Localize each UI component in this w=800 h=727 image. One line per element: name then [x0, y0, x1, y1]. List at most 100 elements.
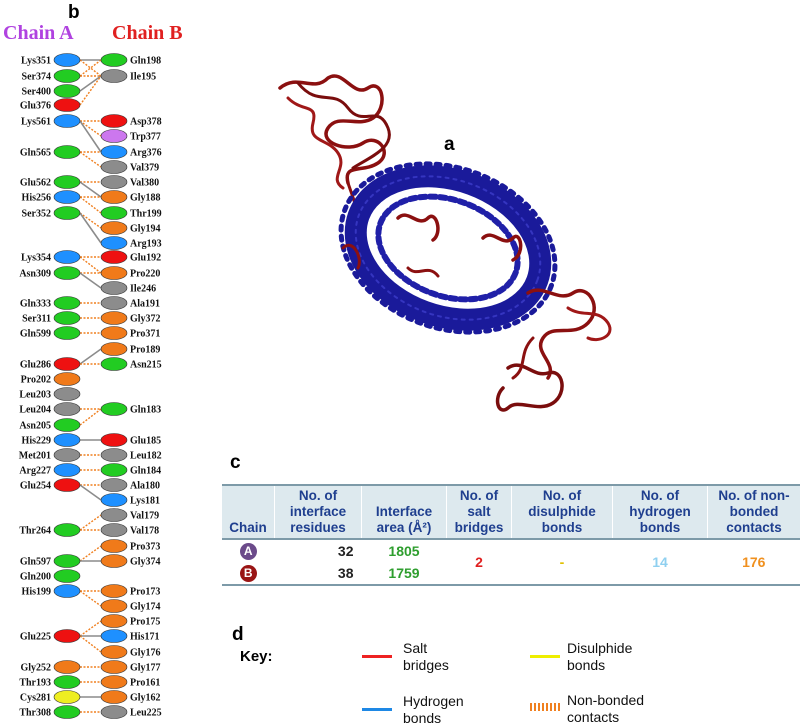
interaction-link: [80, 485, 101, 500]
nonbonded-key-line: [530, 703, 560, 711]
residue-node-b: [101, 237, 127, 250]
residue-label-a: Ser311: [22, 314, 51, 325]
residue-label-a: Gln597: [20, 557, 51, 568]
residue-node-b: [101, 646, 127, 659]
residue-label-a: Glu286: [20, 360, 51, 371]
residue-node-a: [54, 585, 80, 598]
residue-label-a: Thr264: [19, 526, 51, 537]
residue-label-a: His199: [22, 587, 51, 598]
residue-label-b: Gln183: [130, 405, 161, 416]
residue-node-a: [54, 191, 80, 204]
residue-node-b: [101, 630, 127, 643]
residue-label-a: Gln565: [20, 148, 51, 159]
residue-node-b: [101, 146, 127, 159]
residue-label-b: Lys181: [130, 496, 160, 507]
residue-node-b: [101, 691, 127, 704]
residue-node-a: [54, 176, 80, 189]
residue-node-b: [101, 161, 127, 174]
interaction-link: [80, 273, 101, 288]
residue-node-a: [54, 327, 80, 340]
header-hydrogen-bonds: No. of hydrogen bonds: [613, 485, 708, 539]
residue-label-a: Lys354: [21, 253, 51, 264]
residue-label-a: Pro202: [21, 375, 51, 386]
residue-node-a: [54, 570, 80, 583]
residue-node-b: [101, 600, 127, 613]
panel-d-label: d: [232, 624, 244, 646]
residue-node-b: [101, 479, 127, 492]
residue-label-b: Gly177: [130, 663, 161, 674]
chain-a-interface-area: 1805: [362, 539, 447, 562]
key-hydrogen-bonds: Hydrogen bonds: [403, 693, 483, 727]
residue-label-b: Leu182: [130, 451, 162, 462]
header-salt-bridges: No. of salt bridges: [447, 485, 512, 539]
disulphide-key-line: [530, 655, 560, 658]
interaction-link: [80, 591, 101, 606]
residue-label-a: Gln333: [20, 299, 51, 310]
residue-label-b: Pro220: [130, 269, 160, 280]
residue-node-b: [101, 615, 127, 628]
residue-node-a: [54, 479, 80, 492]
residue-node-a: [54, 267, 80, 280]
residue-label-b: Trp377: [130, 132, 161, 143]
residue-node-b: [101, 54, 127, 67]
residue-label-a: His256: [22, 193, 51, 204]
interaction-link: [80, 515, 101, 530]
disulphide-bonds-count: -: [512, 539, 613, 585]
residue-node-b: [101, 130, 127, 143]
residue-label-b: Pro371: [130, 329, 160, 340]
residue-label-b: Arg376: [130, 148, 162, 159]
residue-label-b: Pro175: [130, 617, 160, 628]
salt-bridge-key-line: [362, 655, 392, 658]
residue-node-a: [54, 146, 80, 159]
interaction-link: [80, 121, 101, 152]
residue-node-b: [101, 661, 127, 674]
residue-label-b: Gly372: [130, 314, 161, 325]
residue-node-a: [54, 99, 80, 112]
residue-label-a: Glu254: [20, 481, 51, 492]
residue-node-a: [54, 312, 80, 325]
residue-node-a: [54, 297, 80, 310]
panel-c-label: c: [230, 452, 241, 474]
residue-label-a: Ser352: [22, 209, 51, 220]
residue-node-a: [54, 434, 80, 447]
residue-node-b: [101, 176, 127, 189]
residue-node-a: [54, 676, 80, 689]
residue-node-b: [101, 524, 127, 537]
residue-node-b: [101, 434, 127, 447]
residue-label-b: Pro373: [130, 542, 160, 553]
interaction-link: [80, 182, 101, 197]
residue-label-a: His229: [22, 436, 51, 447]
residue-node-b: [101, 358, 127, 371]
residue-label-b: Ala180: [130, 481, 160, 492]
residue-label-a: Arg227: [19, 466, 51, 477]
interaction-link: [80, 121, 101, 136]
residue-node-b: [101, 403, 127, 416]
residue-label-a: Lys351: [21, 56, 51, 67]
residue-node-b: [101, 555, 127, 568]
residue-node-b: [101, 312, 127, 325]
residue-label-a: Gln200: [20, 572, 51, 583]
nonbonded-contacts-count: 176: [708, 539, 800, 585]
residue-node-a: [54, 464, 80, 477]
residue-label-b: Pro173: [130, 587, 160, 598]
residue-label-b: Val179: [130, 511, 159, 522]
chain-b-badge: B: [240, 565, 257, 582]
residue-label-b: Val380: [130, 178, 159, 189]
residue-node-b: [101, 267, 127, 280]
interaction-link: [80, 197, 101, 213]
residue-label-b: Gly194: [130, 224, 161, 235]
residue-label-b: Arg193: [130, 239, 162, 250]
interaction-link: [80, 213, 101, 228]
chain-a-residue-count: 32: [275, 539, 362, 562]
residue-label-b: Val379: [130, 163, 159, 174]
residue-label-a: Ser374: [22, 72, 51, 83]
residue-label-b: Gly176: [130, 648, 161, 659]
interaction-link: [80, 636, 101, 652]
header-disulphide-bonds: No. of disulphide bonds: [512, 485, 613, 539]
residue-node-b: [101, 706, 127, 719]
residue-node-a: [54, 449, 80, 462]
residue-node-a: [54, 358, 80, 371]
residue-node-a: [54, 524, 80, 537]
table-row: A 32 1805 2 - 14 176: [222, 539, 800, 562]
interaction-link: [80, 257, 101, 273]
